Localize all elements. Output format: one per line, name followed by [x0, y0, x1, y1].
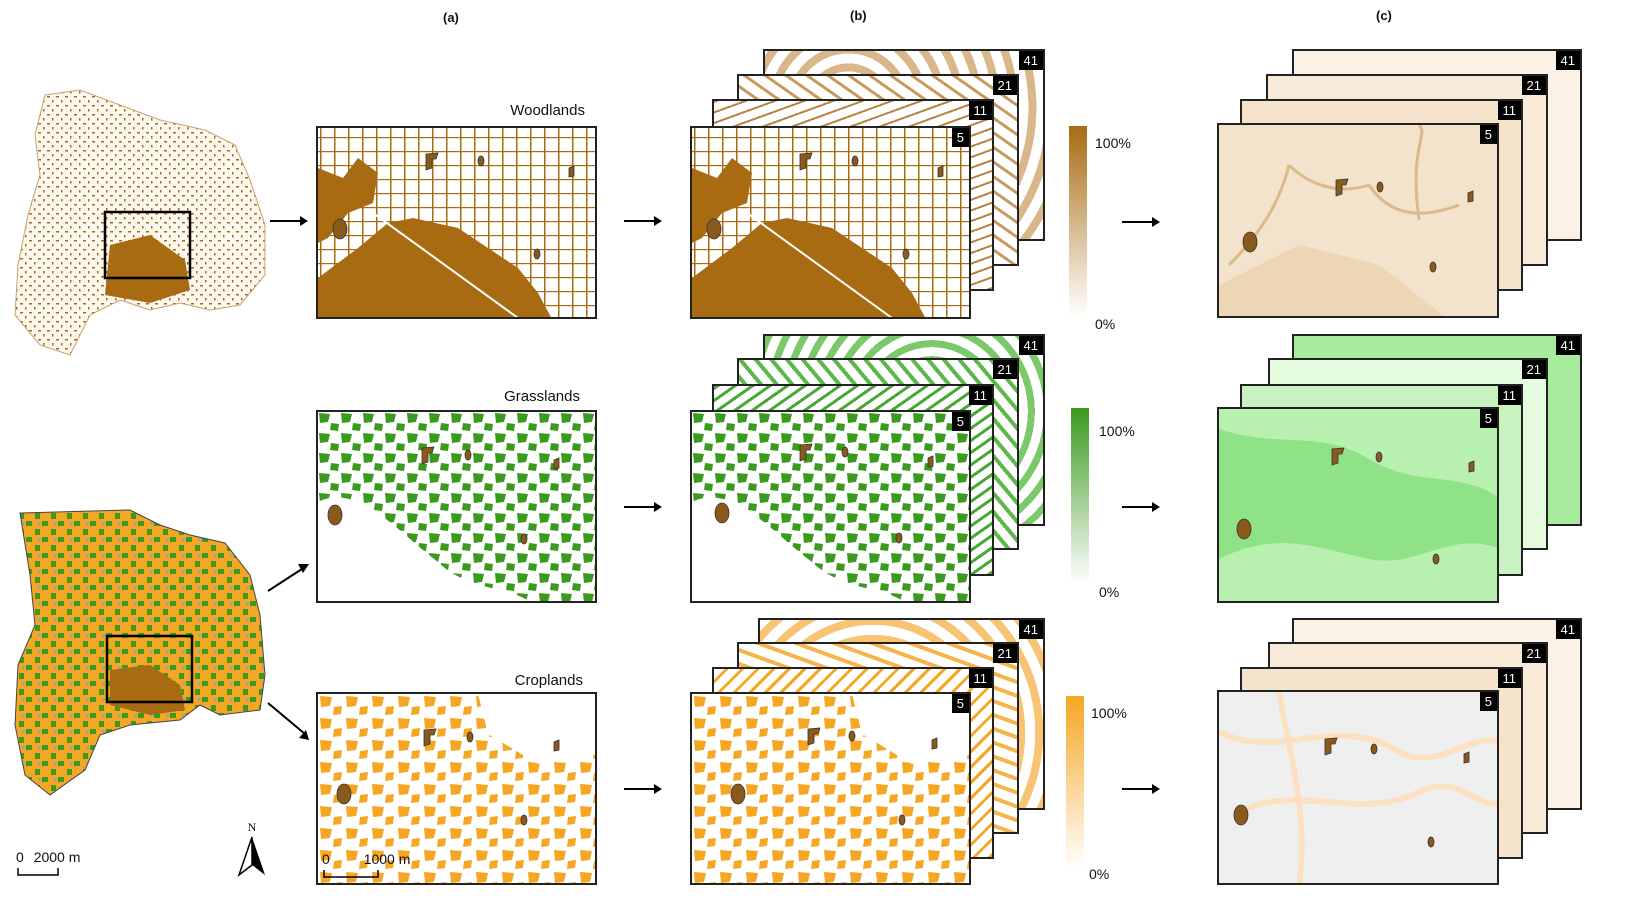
scale-badge: 11 [1497, 669, 1521, 688]
scalebar-distance: 1000 m [363, 851, 411, 867]
colorbar-min: 0% [1095, 316, 1116, 332]
scale-badge: 5 [951, 128, 969, 147]
arrow-right-icon [1122, 502, 1160, 512]
scale-badge: 41 [1555, 620, 1580, 639]
scale-badge: 5 [951, 412, 969, 431]
scale-badge: 21 [1521, 644, 1546, 663]
arrow-right-icon [624, 216, 662, 226]
scale-badge: 5 [1479, 692, 1497, 711]
scale-badge: 11 [968, 386, 992, 405]
arrow-right-icon [1122, 217, 1160, 227]
colorbar-min: 0% [1099, 584, 1120, 600]
scale-badge: 5 [951, 694, 969, 713]
panel-label-c: (c) [1376, 8, 1392, 23]
north-arrow-icon [237, 836, 265, 877]
panel-label-a: (a) [443, 10, 459, 25]
map-label-grasslands: Grasslands [504, 388, 580, 405]
north-label: N [247, 820, 257, 834]
distance-map-croplands-5: 5 [1217, 690, 1499, 885]
scale-badge: 11 [1497, 386, 1521, 405]
smoothed-map-grasslands-5: 5 [690, 410, 971, 603]
arrow-right-icon [1122, 784, 1160, 794]
scale-badge: 21 [992, 76, 1017, 95]
colorbar-min: 0% [1089, 866, 1110, 882]
scale-badge: 41 [1555, 51, 1580, 70]
zoom-map-woodlands [316, 126, 597, 319]
scale-badge: 41 [1555, 336, 1580, 355]
scale-badge: 11 [968, 669, 992, 688]
scalebar-zero: 0 [16, 849, 24, 865]
zoom-map-croplands [316, 692, 597, 885]
scale-badge: 5 [1479, 409, 1497, 428]
smoothed-map-croplands-5: 5 [690, 692, 971, 885]
scale-badge: 21 [1521, 76, 1546, 95]
colorbar-max: 100% [1095, 135, 1131, 151]
scale-badge: 21 [992, 644, 1017, 663]
arrow-up-right-icon [267, 564, 309, 592]
region-map-landcover [10, 505, 272, 800]
scalebar-zero: 0 [322, 851, 330, 867]
arrow-right-icon [624, 502, 662, 512]
scalebar-distance: 2000 m [33, 849, 81, 865]
scale-badge: 41 [1018, 51, 1043, 70]
scale-badge: 21 [992, 360, 1017, 379]
colorbar-woodlands [1069, 126, 1087, 316]
arrow-right-icon [624, 784, 662, 794]
distance-map-woodlands-5: 5 [1217, 123, 1499, 318]
smoothed-map-woodlands-5: 5 [690, 126, 971, 319]
colorbar-max: 100% [1091, 705, 1127, 721]
map-label-croplands: Croplands [514, 672, 583, 689]
arrow-right-icon [270, 216, 308, 226]
colorbar-max: 100% [1099, 423, 1135, 439]
colorbar-grasslands [1071, 408, 1089, 584]
scalebar-zoom: 0 1000 m [322, 851, 410, 879]
scale-badge: 41 [1018, 336, 1043, 355]
scale-badge: 21 [1521, 360, 1546, 379]
scale-badge: 11 [968, 101, 992, 120]
scale-badge: 11 [1497, 101, 1521, 120]
scale-badge: 5 [1479, 125, 1497, 144]
distance-map-grasslands-5: 5 [1217, 407, 1499, 603]
map-label-woodlands: Woodlands [510, 102, 585, 119]
arrow-down-right-icon [267, 702, 309, 740]
panel-label-b: (b) [850, 8, 867, 23]
scale-badge: 41 [1018, 620, 1043, 639]
north-arrow: N [237, 820, 267, 877]
colorbar-croplands [1066, 696, 1084, 868]
region-map-woodlands [10, 85, 272, 365]
zoom-map-grasslands [316, 410, 597, 603]
scalebar-region: 0 2000 m [16, 849, 80, 877]
